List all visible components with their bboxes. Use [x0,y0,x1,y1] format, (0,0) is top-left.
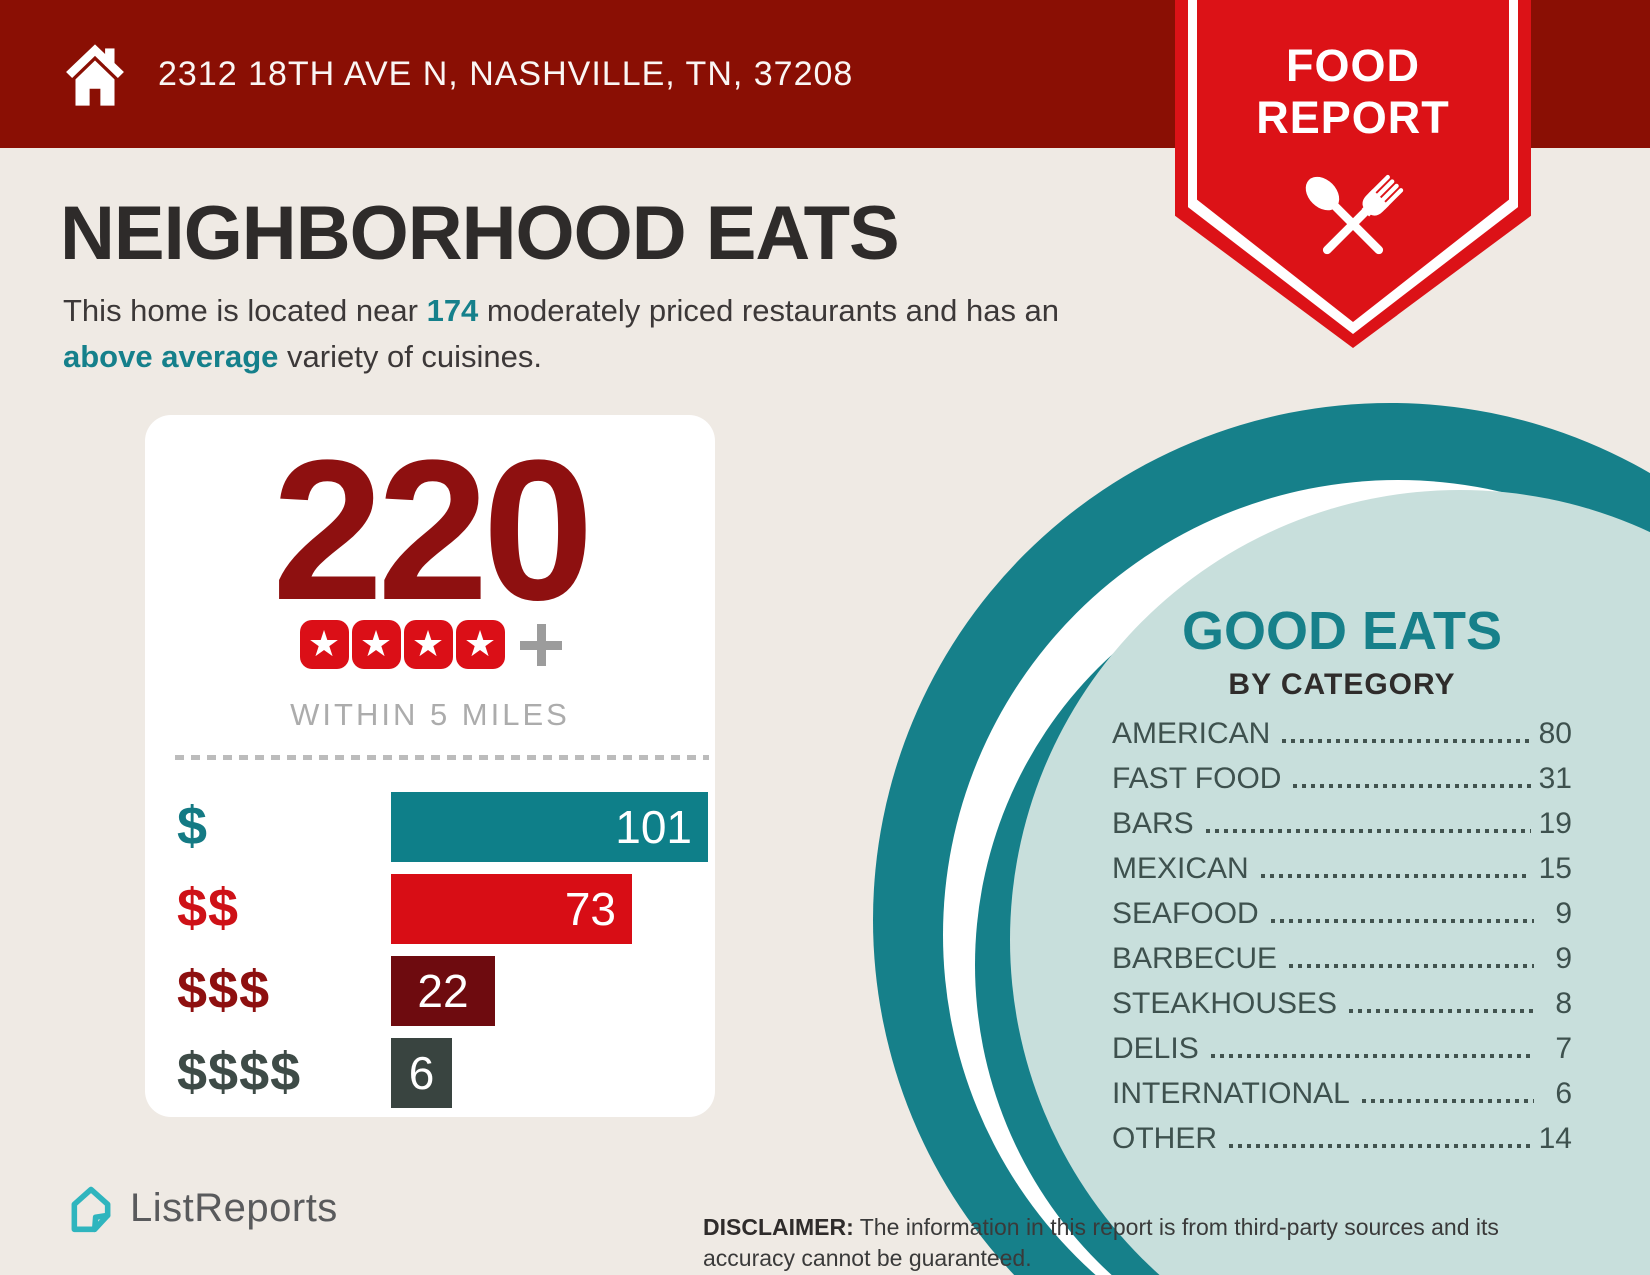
intro-post: variety of cuisines. [278,339,543,374]
dotted-leader [1270,918,1534,923]
category-value: 15 [1538,851,1572,885]
star-icon: ★ [403,620,453,669]
radius-label: WITHIN 5 MILES [290,697,570,732]
price-tier-label: $$$$ [177,1042,302,1102]
listreports-logo: ListReports [66,1182,338,1234]
intro-count: 174 [426,293,479,328]
dotted-leader [1289,963,1534,968]
price-bar: 6 [391,1038,452,1108]
category-value: 8 [1555,986,1572,1020]
category-row: FAST FOOD 31 [1112,756,1572,801]
dotted-leader [1349,1008,1534,1013]
category-value: 19 [1538,806,1572,840]
ribbon-title-line1: FOOD [1286,40,1420,91]
plus-icon [520,623,562,666]
restaurant-count: 220 [272,419,594,642]
dotted-leader [1282,738,1531,743]
dotted-leader [1229,1143,1531,1148]
ribbon-title-line2: REPORT [1256,92,1450,143]
star-icon: ★ [455,620,505,669]
dotted-leader [1260,873,1531,878]
disclaimer-line1: The information in this report is from t… [853,1214,1499,1240]
category-value: 9 [1555,896,1572,930]
price-tier-label: $ [177,796,209,856]
price-bar-chart: $101 $$ 73 $$$ 22 $$$$ 6 [177,792,709,1120]
price-bar: 22 [391,956,495,1026]
good-eats-header: GOOD EATS BY CATEGORY [1082,600,1602,702]
category-row: OTHER 14 [1112,1116,1572,1161]
category-row: DELIS 7 [1112,1026,1572,1071]
category-row: STEAKHOUSES 8 [1112,981,1572,1026]
price-bar: 101 [391,792,708,862]
intro-text: This home is located near 174 moderately… [63,288,1123,380]
category-label: STEAKHOUSES [1112,986,1338,1020]
page-title: NEIGHBORHOOD EATS [60,191,900,276]
star-glyph: ★ [411,623,445,665]
category-row: BARBECUE 9 [1112,936,1572,981]
category-row: SEAFOOD 9 [1112,891,1572,936]
dotted-leader [1293,783,1531,788]
category-value: 9 [1555,941,1572,975]
price-tier-label: $$$ [177,960,271,1020]
price-bar-value: 6 [408,1047,435,1099]
category-label: MEXICAN [1112,851,1249,885]
category-value: 7 [1555,1031,1572,1065]
property-address: 2312 18TH AVE N, NASHVILLE, TN, 37208 [158,55,854,93]
intro-pre: This home is located near [63,293,427,328]
restaurant-summary-card: 220 ★ ★ ★ ★ WITHIN 5 MILES $101 $$ 73 $$$ 22 $$$… [145,415,715,1117]
disclaimer-label: DISCLAIMER: [703,1214,854,1240]
category-row: BARS 19 [1112,801,1572,846]
category-value: 6 [1555,1076,1572,1110]
category-row: MEXICAN 15 [1112,846,1572,891]
disclaimer-text: DISCLAIMER: The information in this repo… [703,1212,1603,1274]
food-report-ribbon: FOOD REPORT [1175,0,1531,348]
price-bar-row: $$$$ 6 [177,1038,709,1108]
intro-highlight: above average [63,339,279,374]
star-glyph: ★ [307,623,341,665]
star-icon: ★ [351,620,401,669]
category-row: AMERICAN 80 [1112,711,1572,756]
price-bar-value: 101 [615,801,692,853]
home-icon [66,44,124,106]
price-bar-value: 22 [417,965,469,1017]
listreports-logo-text: ListReports [130,1185,338,1230]
category-value: 31 [1538,761,1572,795]
star-glyph: ★ [463,623,497,665]
category-list: AMERICAN 80 FAST FOOD 31 BARS 19 MEXICAN 15 SEAF… [1112,711,1572,1161]
listreports-house-icon [71,1186,111,1233]
category-row: INTERNATIONAL 6 [1112,1071,1572,1116]
category-value: 80 [1538,716,1572,750]
category-label: OTHER [1112,1121,1217,1155]
disclaimer-line2: accuracy cannot be guaranteed. [703,1245,1032,1271]
category-value: 14 [1538,1121,1572,1155]
ribbon-title: FOOD REPORT [1175,40,1531,144]
dotted-leader [1205,828,1531,833]
star-tiles: ★ ★ ★ ★ [298,620,506,669]
category-label: DELIS [1112,1031,1199,1065]
category-label: AMERICAN [1112,716,1271,750]
price-bar-row: $$ 73 [177,874,709,944]
star-rating: ★ ★ ★ ★ [145,620,715,669]
price-bar-row: $101 [177,792,709,862]
intro-mid: moderately priced restaurants and has an [478,293,1060,328]
dotted-leader [1210,1053,1534,1058]
category-label: INTERNATIONAL [1112,1076,1350,1110]
price-bar: 73 [391,874,632,944]
dashed-separator [175,755,709,760]
good-eats-subtitle: BY CATEGORY [1228,668,1456,701]
star-icon: ★ [299,620,349,669]
good-eats-title: GOOD EATS [1181,601,1503,661]
star-glyph: ★ [359,623,393,665]
dotted-leader [1361,1098,1534,1103]
category-label: BARS [1112,806,1194,840]
category-label: FAST FOOD [1112,761,1282,795]
spoon-fork-icon [1305,174,1404,255]
price-tier-label: $$ [177,878,240,938]
price-bar-value: 73 [564,883,616,935]
category-label: BARBECUE [1112,941,1278,975]
price-bar-row: $$$ 22 [177,956,709,1026]
category-label: SEAFOOD [1112,896,1259,930]
